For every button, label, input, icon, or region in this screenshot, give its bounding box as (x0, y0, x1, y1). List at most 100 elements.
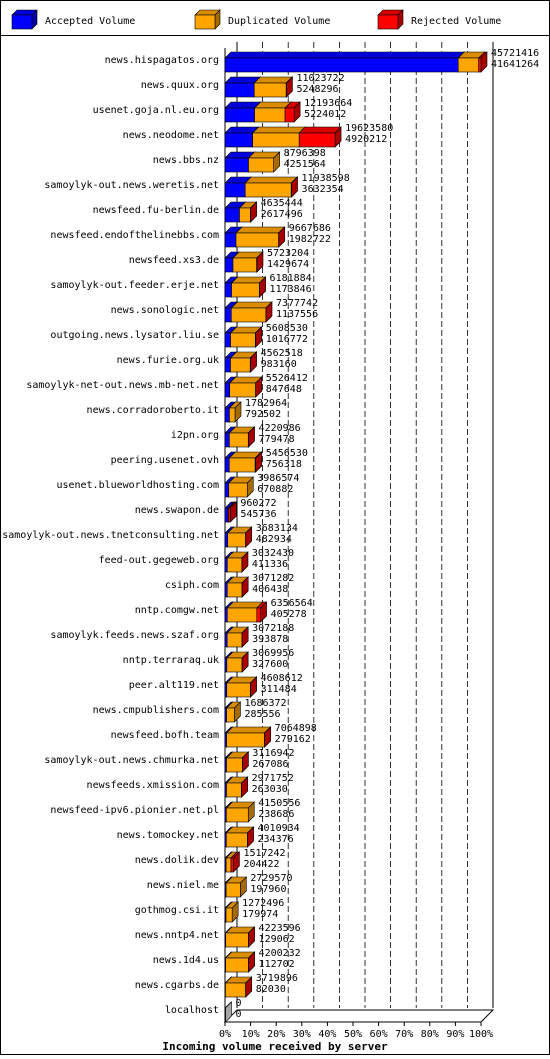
bar-group-30 (225, 777, 248, 797)
total-value-label-6: 11938598 (302, 173, 350, 184)
bar-accepted-4-front (225, 133, 253, 147)
category-label-11: news.sonologic.net (111, 305, 219, 316)
total-value-label-4: 19623580 (345, 123, 393, 134)
category-label-21: feed-out.gegeweb.org (99, 555, 219, 566)
total-value-label-37: 4200232 (259, 948, 301, 959)
bar-duplicated-22-front (227, 583, 242, 597)
bar-accepted-6-front (225, 183, 245, 197)
category-label-37: news.1d4.us (153, 955, 219, 966)
category-label-7: newsfeed.fu-berlin.de (93, 205, 219, 216)
accepted-value-label-28: 279162 (275, 734, 311, 745)
accepted-value-label-14: 847648 (266, 384, 302, 395)
total-value-label-34: 2729570 (250, 873, 292, 884)
total-value-label-5: 8796398 (284, 148, 326, 159)
accepted-value-label-27: 285556 (244, 709, 280, 720)
bar-accepted-22-front (225, 583, 227, 597)
bar-accepted-3-front (225, 108, 255, 122)
category-label-38: news.cgarbs.de (135, 980, 219, 991)
bar-duplicated-25-front (227, 658, 242, 672)
category-label-28: newsfeed.bofh.team (111, 730, 219, 741)
bar-duplicated-4-top (253, 127, 306, 133)
x-tick-label-8: 80% (421, 1029, 439, 1040)
bar-group-26 (225, 677, 257, 697)
bar-accepted-11-front (225, 308, 231, 322)
total-value-label-17: 5456530 (266, 448, 308, 459)
bar-duplicated-31 (226, 802, 254, 822)
bar-duplicated-24-front (227, 633, 242, 647)
category-label-2: news.quux.org (141, 80, 219, 91)
bar-rejected-19-front (229, 508, 231, 522)
bar-group-32 (225, 827, 254, 847)
total-value-label-22: 3071282 (252, 573, 294, 584)
bar-group-20 (225, 527, 252, 547)
bar-duplicated-9-front (233, 258, 257, 272)
bar-accepted-2-front (225, 83, 254, 97)
bar-group-24 (225, 627, 248, 647)
bar-duplicated-5-front (248, 158, 273, 172)
bar-rejected-4-top (299, 127, 341, 133)
category-label-6: samoylyk-out.news.weretis.net (44, 180, 219, 191)
total-value-label-12: 5608530 (266, 323, 308, 334)
bar-rejected-1-front (479, 58, 481, 72)
accepted-value-label-7: 2617496 (261, 209, 303, 220)
bar-accepted-17-front (225, 458, 229, 472)
total-value-label-14: 5526412 (266, 373, 308, 384)
bar-group-11 (225, 302, 272, 322)
bar-duplicated-6 (245, 177, 297, 197)
bar-group-7 (225, 202, 257, 222)
legend-label-2: Duplicated Volume (228, 16, 330, 27)
accepted-value-label-37: 112702 (259, 959, 295, 970)
category-label-16: i2pn.org (171, 430, 219, 441)
bar-duplicated-23-front (227, 608, 256, 622)
x-tick-label-4: 40% (318, 1029, 336, 1040)
total-value-label-25: 3069956 (252, 648, 294, 659)
total-value-label-31: 4150556 (258, 798, 300, 809)
total-value-label-7: 4635444 (261, 198, 303, 209)
category-label-23: nntp.comgw.net (135, 605, 219, 616)
total-value-label-32: 4010934 (258, 823, 300, 834)
bar-accepted-15-front (225, 408, 229, 422)
category-label-8: newsfeed.endofthelinebbs.com (50, 230, 219, 241)
bar-rejected-33-front (231, 858, 234, 872)
bar-duplicated-38-front (225, 983, 245, 997)
bar-group-23 (225, 602, 267, 622)
bar-duplicated-12-front (231, 333, 256, 347)
bar-duplicated-2-front (254, 83, 286, 97)
bar-duplicated-28 (227, 727, 271, 747)
category-label-1: news.hispagatos.org (105, 55, 219, 66)
category-label-39: localhost (165, 1005, 219, 1016)
bar-group-6 (225, 177, 298, 197)
bar-duplicated-16-front (229, 433, 248, 447)
bar-accepted-12-front (225, 333, 231, 347)
bar-accepted-19-front (225, 508, 228, 522)
bar-duplicated-8-front (236, 233, 279, 247)
x-tick-label-1: 10% (242, 1029, 260, 1040)
accepted-value-label-30: 263030 (252, 784, 288, 795)
total-value-label-36: 4223596 (259, 923, 301, 934)
bar-group-1 (225, 52, 487, 72)
bar-accepted-1-front (225, 58, 458, 72)
category-label-22: csiph.com (165, 580, 219, 591)
accepted-value-label-2: 5248296 (296, 84, 338, 95)
bar-duplicated-5 (248, 152, 279, 172)
bar-duplicated-31-front (226, 808, 248, 822)
bar-accepted-1 (225, 52, 464, 72)
bar-accepted-7-front (225, 208, 239, 222)
accepted-value-label-31: 238686 (258, 809, 294, 820)
total-value-label-11: 7377742 (276, 298, 318, 309)
category-label-3: usenet.goja.nl.eu.org (93, 105, 219, 116)
category-label-24: samoylyk.feeds.news.szaf.org (50, 630, 219, 641)
accepted-value-label-33: 204422 (243, 859, 279, 870)
bar-duplicated-33-front (226, 858, 231, 872)
bar-group-2 (225, 77, 292, 97)
accepted-value-label-35: 179974 (242, 909, 278, 920)
bar-group-9 (225, 252, 263, 272)
category-label-20: samoylyk-out.news.tnetconsulting.net (2, 530, 219, 541)
category-label-29: samoylyk-out.news.chmurka.net (44, 755, 219, 766)
accepted-value-label-8: 1982722 (289, 234, 331, 245)
x-tick-label-3: 30% (293, 1029, 311, 1040)
category-label-32: news.tomockey.net (117, 830, 219, 841)
bar-duplicated-20-front (228, 533, 246, 547)
